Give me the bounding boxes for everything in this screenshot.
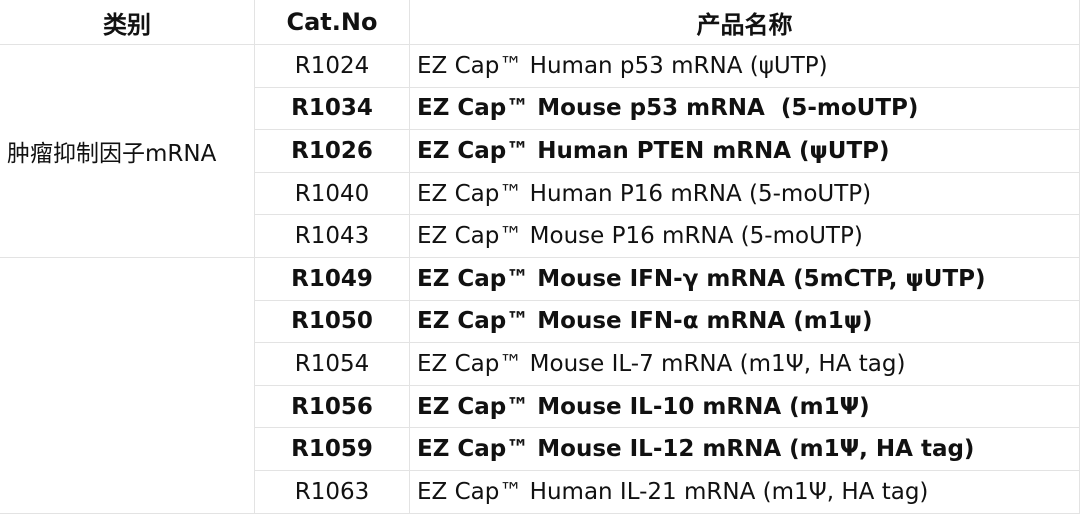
category-cell [0, 258, 255, 514]
cat-no-cell: R1056 [255, 385, 410, 429]
product-name-cell: EZ Cap™ Mouse IFN-α mRNA (m1ψ) [410, 300, 1080, 344]
cat-no-cell: R1063 [255, 471, 410, 514]
cat-no-cell: R1034 [255, 87, 410, 131]
product-name-cell: EZ Cap™ Human P16 mRNA (5-moUTP) [410, 172, 1080, 216]
product-name-cell: EZ Cap™ Mouse IL-10 mRNA (m1Ψ) [410, 385, 1080, 429]
category-cell: 肿瘤抑制因子mRNA [0, 45, 255, 258]
cat-no-cell: R1049 [255, 258, 410, 301]
product-name-cell: EZ Cap™ Mouse IFN-γ mRNA (5mCTP, ψUTP) [410, 258, 1080, 301]
header-cell: 类别 [0, 0, 255, 45]
cat-no-cell: R1043 [255, 215, 410, 258]
product-name-cell: EZ Cap™ Mouse P16 mRNA (5-moUTP) [410, 215, 1080, 258]
cat-no-cell: R1026 [255, 130, 410, 173]
product-name-cell: EZ Cap™ Mouse IL-12 mRNA (m1Ψ, HA tag) [410, 428, 1080, 471]
cat-no-cell: R1050 [255, 300, 410, 344]
cat-no-cell: R1040 [255, 172, 410, 216]
cat-no-cell: R1059 [255, 428, 410, 471]
header-cell: 产品名称 [410, 0, 1080, 45]
product-name-cell: EZ Cap™ Human IL-21 mRNA (m1Ψ, HA tag) [410, 471, 1080, 514]
product-name-cell: EZ Cap™ Mouse IL-7 mRNA (m1Ψ, HA tag) [410, 343, 1080, 386]
product-name-cell: EZ Cap™ Human p53 mRNA (ψUTP) [410, 45, 1080, 88]
cat-no-cell: R1024 [255, 45, 410, 88]
product-name-cell: EZ Cap™ Mouse p53 mRNA (5-moUTP) [410, 87, 1080, 131]
cat-no-cell: R1054 [255, 343, 410, 386]
product-name-cell: EZ Cap™ Human PTEN mRNA (ψUTP) [410, 130, 1080, 173]
header-cell: Cat.No [255, 0, 410, 45]
